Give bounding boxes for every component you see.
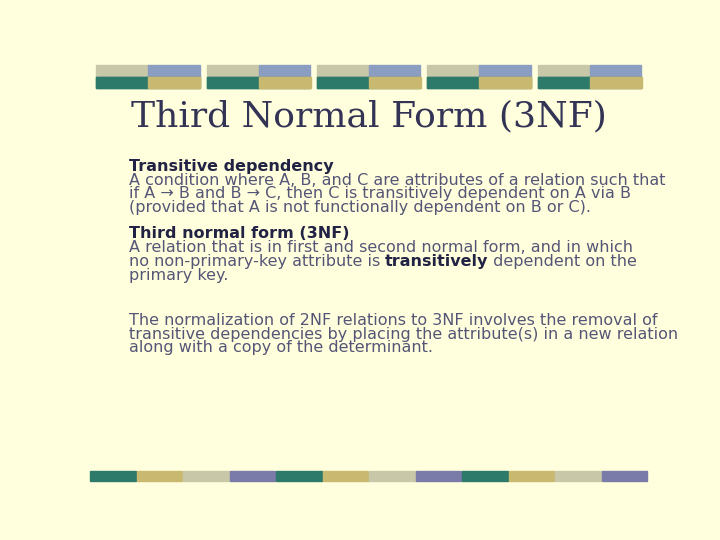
- Text: along with a copy of the determinant.: along with a copy of the determinant.: [129, 340, 433, 355]
- Bar: [427, 77, 480, 88]
- Bar: [96, 77, 199, 88]
- Bar: [601, 471, 647, 481]
- Text: Third Normal Form (3NF): Third Normal Form (3NF): [131, 99, 607, 133]
- Bar: [183, 471, 229, 481]
- Bar: [369, 471, 415, 481]
- Bar: [276, 471, 322, 481]
- Text: primary key.: primary key.: [129, 268, 228, 283]
- Bar: [207, 65, 258, 77]
- Bar: [369, 77, 421, 88]
- Bar: [317, 65, 368, 77]
- Bar: [230, 471, 275, 481]
- Bar: [538, 77, 590, 88]
- Bar: [590, 77, 642, 88]
- Bar: [148, 77, 200, 88]
- Bar: [590, 77, 641, 88]
- Bar: [462, 471, 508, 481]
- Bar: [480, 65, 531, 77]
- Bar: [96, 65, 148, 77]
- Text: A condition where A, B, and C are attributes of a relation such that: A condition where A, B, and C are attrib…: [129, 173, 665, 187]
- Bar: [258, 65, 310, 77]
- Text: transitive dependencies by placing the attribute(s) in a new relation: transitive dependencies by placing the a…: [129, 327, 678, 342]
- Text: transitively: transitively: [385, 254, 488, 269]
- Bar: [137, 471, 182, 481]
- Bar: [258, 77, 310, 88]
- Bar: [480, 77, 531, 88]
- Bar: [415, 471, 462, 481]
- Bar: [508, 471, 554, 481]
- Bar: [323, 471, 368, 481]
- Text: Third normal form (3NF): Third normal form (3NF): [129, 226, 349, 241]
- Bar: [148, 65, 199, 77]
- Text: (provided that A is not functionally dependent on B or C).: (provided that A is not functionally dep…: [129, 200, 590, 215]
- Text: dependent on the: dependent on the: [488, 254, 637, 269]
- Text: The normalization of 2NF relations to 3NF involves the removal of: The normalization of 2NF relations to 3N…: [129, 313, 657, 328]
- Text: A relation that is in first and second normal form, and in which: A relation that is in first and second n…: [129, 240, 633, 255]
- Bar: [480, 77, 531, 88]
- Text: if A → B and B → C, then C is transitively dependent on A via B: if A → B and B → C, then C is transitive…: [129, 186, 631, 201]
- Bar: [369, 65, 420, 77]
- Bar: [538, 65, 589, 77]
- Bar: [427, 77, 531, 88]
- Text: no non-primary-key attribute is: no non-primary-key attribute is: [129, 254, 385, 269]
- Bar: [90, 471, 136, 481]
- Bar: [148, 77, 199, 88]
- Bar: [207, 77, 258, 88]
- Bar: [538, 77, 641, 88]
- Bar: [555, 471, 600, 481]
- Bar: [590, 65, 641, 77]
- Bar: [317, 77, 369, 88]
- Bar: [207, 77, 310, 88]
- Bar: [427, 65, 479, 77]
- Bar: [258, 77, 311, 88]
- Bar: [369, 77, 420, 88]
- Text: Transitive dependency: Transitive dependency: [129, 159, 333, 174]
- Bar: [317, 77, 420, 88]
- Bar: [96, 77, 148, 88]
